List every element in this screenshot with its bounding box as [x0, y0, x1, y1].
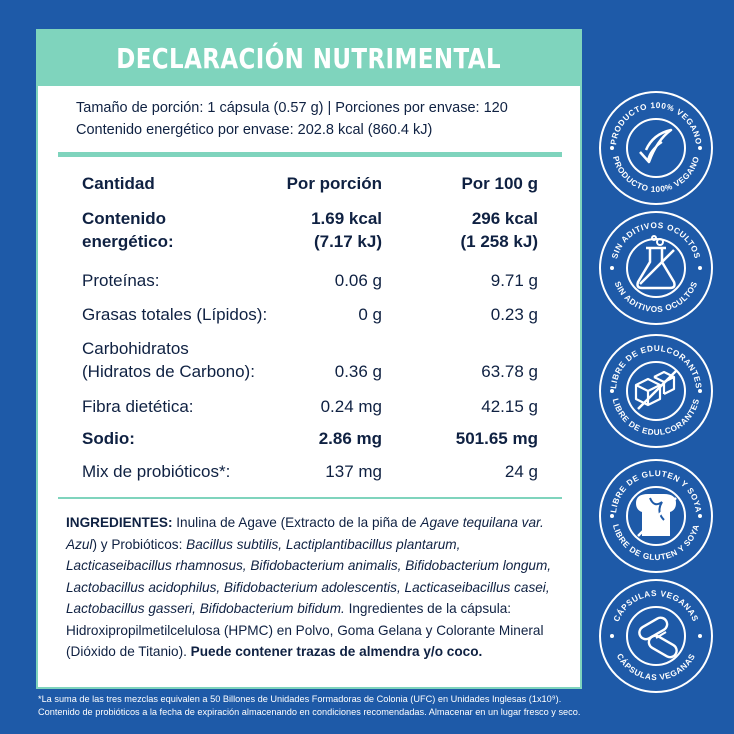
row-label: Contenido energético:: [82, 209, 174, 251]
capsules-icon: CÁPSULAS VEGANAS CÁPSULAS VEGANAS: [599, 579, 713, 693]
nutrition-panel: DECLARACIÓN NUTRIMENTAL Tamaño de porció…: [36, 29, 582, 689]
badge-capsules: CÁPSULAS VEGANAS CÁPSULAS VEGANAS: [598, 578, 714, 694]
serving-size-line: Tamaño de porción: 1 cápsula (0.57 g) | …: [76, 100, 508, 116]
row-per-serving: 0.36 g: [334, 362, 382, 381]
allergen-warning: Puede contener trazas de almendra y/o co…: [190, 644, 483, 659]
row-label: Fibra dietética:: [82, 397, 194, 416]
badge-bread: LIBRE DE GLUTEN Y SOYA LIBRE DE GLUTEN Y …: [598, 458, 714, 574]
leaf-icon: PRODUCTO 100% VEGANO PRODUCTO 100% VEGANO: [599, 91, 713, 205]
divider: [58, 497, 562, 499]
ingredients-text: INGREDIENTES: Inulina de Agave (Extracto…: [66, 515, 552, 659]
row-per-serving: 2.86 mg: [318, 429, 382, 448]
row-label: Mix de probióticos*:: [82, 462, 231, 481]
header-per-100g: Por 100 g: [461, 174, 538, 193]
energy-per-package-line: Contenido energético por envase: 202.8 k…: [76, 122, 433, 138]
row-per-100g: 296 kcal (1 258 kJ): [460, 209, 539, 251]
row-per-serving: 1.69 kcal (7.17 kJ): [311, 209, 382, 251]
row-per-100g: 24 g: [504, 462, 538, 481]
header-amount: Cantidad: [82, 174, 155, 193]
page-title: DECLARACIÓN NUTRIMENTAL: [116, 42, 502, 75]
ingredients-heading: INGREDIENTES:: [66, 515, 173, 530]
badge-flask: SIN ADITIVOS OCULTOS SIN ADITIVOS OCULTOS: [598, 210, 714, 326]
row-per-100g: 501.65 mg: [455, 429, 538, 448]
row-per-100g: 63.78 g: [481, 362, 538, 381]
row-label: Grasas totales (Lípidos):: [82, 305, 268, 324]
row-per-serving: 0.24 mg: [320, 397, 382, 416]
row-per-serving: 137 mg: [325, 462, 382, 481]
row-label: Sodio:: [82, 429, 135, 448]
row-per-100g: 9.71 g: [490, 271, 538, 290]
badge-sugar-cubes: LIBRE DE EDULCORANTES LIBRE DE EDULCORANT…: [598, 333, 714, 449]
svg-text:CÁPSULAS VEGANAS: CÁPSULAS VEGANAS: [612, 589, 700, 623]
svg-text:PRODUCTO 100% VEGANO: PRODUCTO 100% VEGANO: [609, 101, 703, 146]
header-per-serving: Por porción: [286, 174, 382, 193]
badge-leaf: PRODUCTO 100% VEGANO PRODUCTO 100% VEGANO: [598, 90, 714, 206]
row-per-100g: 0.23 g: [490, 305, 538, 324]
svg-text:SIN ADITIVOS OCULTOS: SIN ADITIVOS OCULTOS: [610, 221, 702, 260]
svg-text:PRODUCTO 100% VEGANO: PRODUCTO 100% VEGANO: [611, 155, 701, 194]
serving-info: Tamaño de porción: 1 cápsula (0.57 g) | …: [76, 97, 508, 141]
divider: [58, 152, 562, 157]
footnote: *La suma de las tres mezclas equivalen a…: [38, 694, 581, 717]
title-bar: DECLARACIÓN NUTRIMENTAL: [38, 31, 580, 86]
row-label: Proteínas:: [82, 271, 160, 290]
row-label: Carbohidratos (Hidratos de Carbono):: [82, 339, 255, 381]
svg-text:LIBRE DE EDULCORANTES: LIBRE DE EDULCORANTES: [611, 397, 702, 437]
row-per-100g: 42.15 g: [481, 397, 538, 416]
svg-text:CÁPSULAS VEGANAS: CÁPSULAS VEGANAS: [615, 652, 697, 682]
row-per-serving: 0 g: [358, 305, 382, 324]
row-per-serving: 0.06 g: [334, 271, 382, 290]
